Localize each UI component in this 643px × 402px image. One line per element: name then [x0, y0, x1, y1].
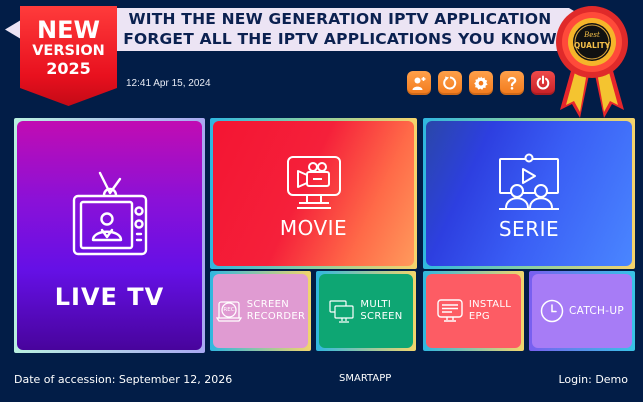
screen-recorder-tile[interactable]: REC SCREEN RECORDER	[210, 271, 311, 351]
toolbar	[407, 71, 555, 95]
new-version-badge: NEW VERSION 2025	[20, 6, 117, 106]
gear-icon	[474, 76, 488, 90]
rosette-quality-text: QUALITY	[574, 41, 611, 50]
live-tv-label: LIVE TV	[54, 282, 165, 311]
status-footer: Date of accession: September 12, 2026 SM…	[0, 368, 643, 392]
screen-recorder-label: SCREEN RECORDER	[246, 299, 306, 322]
install-epg-tile[interactable]: INSTALL EPG	[423, 271, 524, 351]
add-user-icon	[412, 77, 426, 90]
badge-version: VERSION	[32, 43, 105, 59]
add-user-button[interactable]	[407, 71, 431, 95]
movie-label: MOVIE	[279, 215, 348, 240]
promo-banner-text: WITH THE NEW GENERATION IPTV APPLICATION…	[120, 9, 560, 49]
serie-label: SERIE	[498, 216, 560, 241]
login-status: Login: Demo	[558, 373, 628, 386]
svg-text:REC: REC	[223, 307, 234, 313]
badge-new: NEW	[37, 16, 100, 44]
refresh-button[interactable]	[438, 71, 462, 95]
movie-camera-icon	[286, 155, 341, 209]
catch-up-label: CATCH-UP	[569, 305, 624, 317]
rosette-best-text: Best	[583, 31, 600, 39]
tv-icon	[72, 171, 147, 255]
app-name: SMARTAPP	[339, 373, 392, 384]
install-epg-label: INSTALL EPG	[468, 299, 512, 322]
badge-year: 2025	[46, 59, 91, 78]
access-date: Date of accession: September 12, 2026	[14, 373, 233, 386]
settings-button[interactable]	[469, 71, 493, 95]
rec-icon: REC	[215, 301, 242, 322]
best-quality-rosette-icon: Best QUALITY	[556, 6, 628, 118]
power-icon	[536, 75, 550, 90]
refresh-icon	[443, 76, 457, 90]
banner-line-1: WITH THE NEW GENERATION IPTV APPLICATION	[128, 10, 552, 28]
epg-monitor-icon	[437, 299, 463, 322]
clock-icon	[540, 299, 564, 323]
power-button[interactable]	[531, 71, 555, 95]
multi-screen-icon	[329, 300, 354, 323]
catch-up-tile[interactable]: CATCH-UP	[529, 271, 635, 351]
audience-screen-icon	[499, 153, 559, 210]
movie-tile[interactable]: MOVIE	[210, 118, 417, 269]
clock-datetime: 12:41 Apr 15, 2024	[126, 78, 211, 89]
live-tv-tile[interactable]: LIVE TV	[14, 118, 205, 353]
help-button[interactable]	[500, 71, 524, 95]
serie-tile[interactable]: SERIE	[423, 118, 635, 269]
multi-screen-label: MULTI SCREEN	[360, 299, 403, 322]
banner-line-2: FORGET ALL THE IPTV APPLICATIONS YOU KNO…	[123, 30, 557, 48]
help-icon	[507, 76, 517, 90]
multi-screen-tile[interactable]: MULTI SCREEN	[316, 271, 416, 351]
